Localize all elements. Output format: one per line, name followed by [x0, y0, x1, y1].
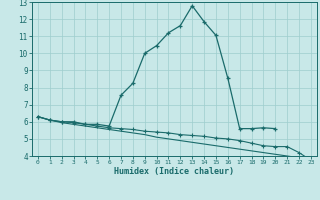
X-axis label: Humidex (Indice chaleur): Humidex (Indice chaleur) [115, 167, 234, 176]
